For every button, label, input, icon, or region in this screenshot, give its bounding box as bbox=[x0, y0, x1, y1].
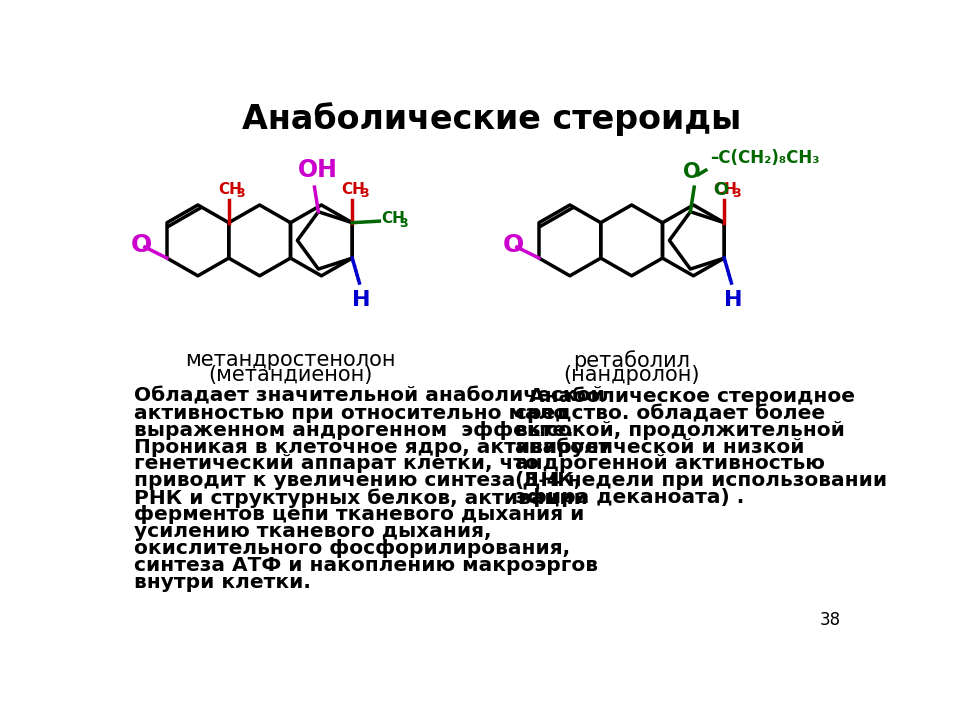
Text: CH: CH bbox=[218, 182, 242, 197]
Text: ферментов цепи тканевого дыхания и: ферментов цепи тканевого дыхания и bbox=[134, 505, 585, 524]
Text: 3: 3 bbox=[360, 187, 369, 200]
Text: CH: CH bbox=[713, 182, 737, 197]
Text: H: H bbox=[724, 289, 743, 310]
Text: генетический аппарат клетки, что: генетический аппарат клетки, что bbox=[134, 454, 539, 474]
Text: Анаболическое стероидное: Анаболическое стероидное bbox=[516, 387, 855, 406]
Text: OH: OH bbox=[298, 158, 338, 182]
Text: 38: 38 bbox=[820, 611, 841, 629]
Text: CH: CH bbox=[342, 182, 365, 197]
Text: Анаболические стероиды: Анаболические стероиды bbox=[242, 102, 742, 135]
Text: 3: 3 bbox=[236, 187, 245, 200]
Text: ретаболил: ретаболил bbox=[573, 350, 690, 371]
Text: (3-4 недели при использовании: (3-4 недели при использовании bbox=[516, 472, 887, 490]
Text: 3: 3 bbox=[399, 217, 408, 230]
Text: приводит к увеличению синтеза ДНК,: приводит к увеличению синтеза ДНК, bbox=[134, 472, 581, 490]
Text: O: O bbox=[684, 163, 701, 182]
Text: CH: CH bbox=[381, 212, 405, 226]
Text: H: H bbox=[352, 289, 371, 310]
Text: окислительного фосфорилирования,: окислительного фосфорилирования, bbox=[134, 539, 570, 558]
Text: Обладает значительной анаболической: Обладает значительной анаболической bbox=[134, 387, 605, 405]
Text: O: O bbox=[713, 181, 728, 199]
Text: выраженном андрогенном  эффекте.: выраженном андрогенном эффекте. bbox=[134, 420, 573, 440]
Text: метандростенолон: метандростенолон bbox=[185, 350, 396, 370]
Text: –C(CH₂)₈CH₃: –C(CH₂)₈CH₃ bbox=[709, 149, 819, 167]
Text: активностью при относительно мало: активностью при относительно мало bbox=[134, 404, 567, 423]
Text: O: O bbox=[132, 233, 153, 257]
Text: O: O bbox=[503, 233, 524, 257]
Text: синтеза АТФ и накоплению макроэргов: синтеза АТФ и накоплению макроэргов bbox=[134, 556, 598, 575]
Text: высокой, продолжительной: высокой, продолжительной bbox=[516, 420, 845, 440]
Text: усилению тканевого дыхания,: усилению тканевого дыхания, bbox=[134, 522, 492, 541]
Text: анаболической и низкой: анаболической и низкой bbox=[516, 438, 804, 456]
Text: (метандиенон): (метандиенон) bbox=[208, 365, 372, 385]
Text: эфира деканоата) .: эфира деканоата) . bbox=[516, 488, 745, 508]
Text: 3: 3 bbox=[732, 187, 740, 200]
Text: средство. обладает более: средство. обладает более bbox=[516, 404, 826, 423]
Text: внутри клетки.: внутри клетки. bbox=[134, 573, 311, 592]
Text: РНК и структурных белков, активации: РНК и структурных белков, активации bbox=[134, 488, 588, 508]
Text: Проникая в клеточное ядро, активирует: Проникая в клеточное ядро, активирует bbox=[134, 438, 611, 456]
Text: (нандролон): (нандролон) bbox=[564, 365, 700, 385]
Text: андрогенной активностью: андрогенной активностью bbox=[516, 454, 826, 474]
